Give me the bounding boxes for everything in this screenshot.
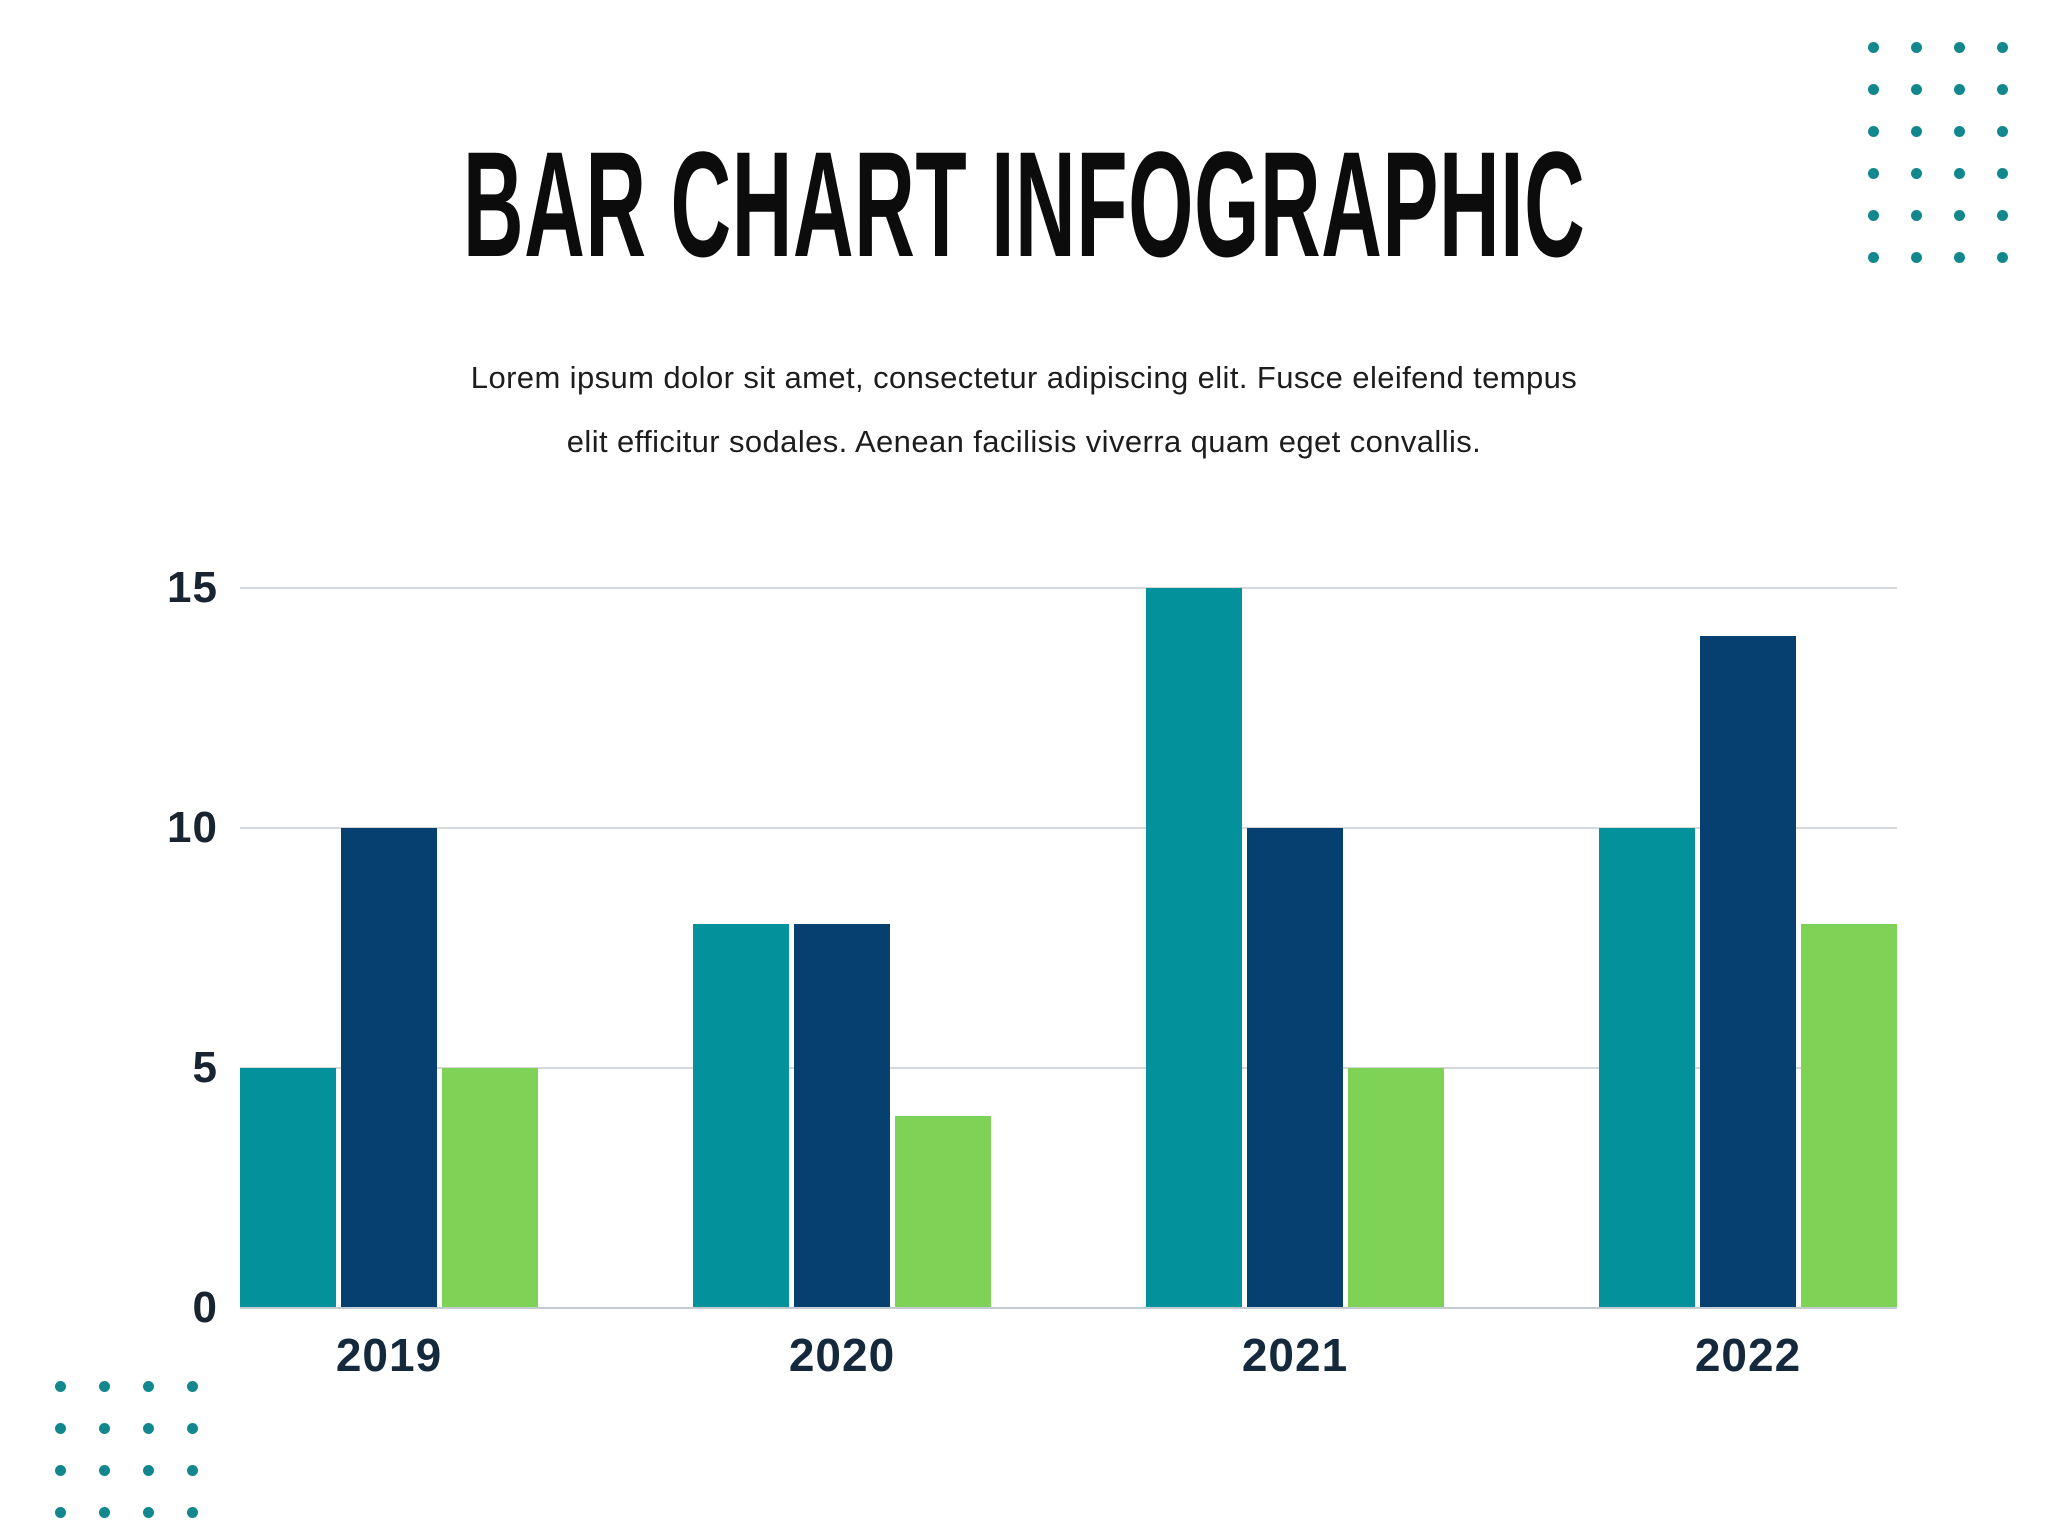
dot-icon — [1997, 168, 2008, 179]
y-axis-labels: 0 5 10 15 — [0, 563, 218, 1332]
bar-series-navy-2020 — [794, 924, 890, 1308]
dot-icon — [1954, 210, 1965, 221]
dot-icon — [187, 1423, 198, 1434]
bar-group-2019 — [240, 588, 538, 1308]
dot-icon — [1868, 252, 1879, 263]
bar-series-navy-2021 — [1247, 828, 1343, 1308]
dot-icon — [143, 1507, 154, 1518]
dot-icon — [143, 1465, 154, 1476]
dot-icon — [55, 1465, 66, 1476]
dot-icon — [1954, 252, 1965, 263]
bar-series-navy-2019 — [341, 828, 437, 1308]
header: BAR CHART INFOGRAPHIC — [0, 120, 2048, 288]
dot-icon — [99, 1465, 110, 1476]
y-axis-label-0: 0 — [192, 1283, 218, 1332]
page-title: BAR CHART INFOGRAPHIC — [462, 120, 1586, 288]
dot-icon — [187, 1381, 198, 1392]
dot-icon — [1954, 168, 1965, 179]
dot-icon — [99, 1423, 110, 1434]
subtitle-line-2: elit efficitur sodales. Aenean facilisis… — [566, 424, 1482, 459]
dot-icon — [1868, 42, 1879, 53]
bar-group-2022 — [1599, 588, 1897, 1308]
bar-series-green-2020 — [895, 1116, 991, 1308]
dot-icon — [55, 1381, 66, 1392]
bar-series-green-2019 — [442, 1068, 538, 1308]
dot-icon — [1868, 126, 1879, 137]
dot-icon — [55, 1507, 66, 1518]
bar-groups — [240, 588, 1897, 1308]
gridline-15 — [240, 587, 1897, 589]
dot-icon — [187, 1465, 198, 1476]
x-axis-labels: 2019 2020 2021 2022 — [240, 1328, 1897, 1382]
dot-icon — [1868, 84, 1879, 95]
bar-series-green-2021 — [1348, 1068, 1444, 1308]
dot-icon — [55, 1423, 66, 1434]
dot-icon — [1997, 252, 2008, 263]
dot-icon — [1911, 84, 1922, 95]
y-axis-label-15: 15 — [167, 563, 218, 612]
dot-icon — [1997, 210, 2008, 221]
y-axis-label-10: 10 — [167, 803, 218, 852]
dot-icon — [1868, 210, 1879, 221]
bar-group-2020 — [693, 588, 991, 1308]
dot-icon — [1954, 84, 1965, 95]
bar-series-teal-2020 — [693, 924, 789, 1308]
gridline-5 — [240, 1067, 1897, 1069]
dot-icon — [99, 1507, 110, 1518]
dot-icon — [1911, 126, 1922, 137]
x-axis-label-2019: 2019 — [335, 1329, 443, 1381]
y-axis-label-5: 5 — [192, 1043, 218, 1092]
dot-icon — [187, 1507, 198, 1518]
dot-icon — [143, 1423, 154, 1434]
gridline-10 — [240, 827, 1897, 829]
dot-icon — [1954, 126, 1965, 137]
bar-group-2021 — [1146, 588, 1444, 1308]
bar-series-green-2022 — [1801, 924, 1897, 1308]
dot-icon — [1911, 42, 1922, 53]
dot-icon — [1911, 252, 1922, 263]
x-axis-label-2020: 2020 — [788, 1329, 896, 1381]
dot-icon — [1911, 168, 1922, 179]
dot-icon — [1911, 210, 1922, 221]
page-subtitle: Lorem ipsum dolor sit amet, consectetur … — [0, 346, 2048, 474]
bar-series-teal-2019 — [240, 1068, 336, 1308]
subtitle-line-1: Lorem ipsum dolor sit amet, consectetur … — [470, 360, 1578, 395]
dot-icon — [1997, 84, 2008, 95]
dot-icon — [1997, 126, 2008, 137]
dot-icon — [143, 1381, 154, 1392]
x-axis-label-2021: 2021 — [1241, 1329, 1349, 1381]
dot-icon — [1954, 42, 1965, 53]
bar-series-teal-2022 — [1599, 828, 1695, 1308]
dot-icon — [99, 1381, 110, 1392]
x-axis-label-2022: 2022 — [1694, 1329, 1802, 1381]
dot-icon — [1997, 42, 2008, 53]
x-axis-line — [240, 1307, 1897, 1309]
bar-series-teal-2021 — [1146, 588, 1242, 1308]
dot-icon — [1868, 168, 1879, 179]
dot-grid-bottom-left — [55, 1381, 198, 1518]
bar-series-navy-2022 — [1700, 636, 1796, 1308]
dot-grid-top-right — [1868, 42, 2008, 263]
plot-area — [240, 587, 1897, 1309]
